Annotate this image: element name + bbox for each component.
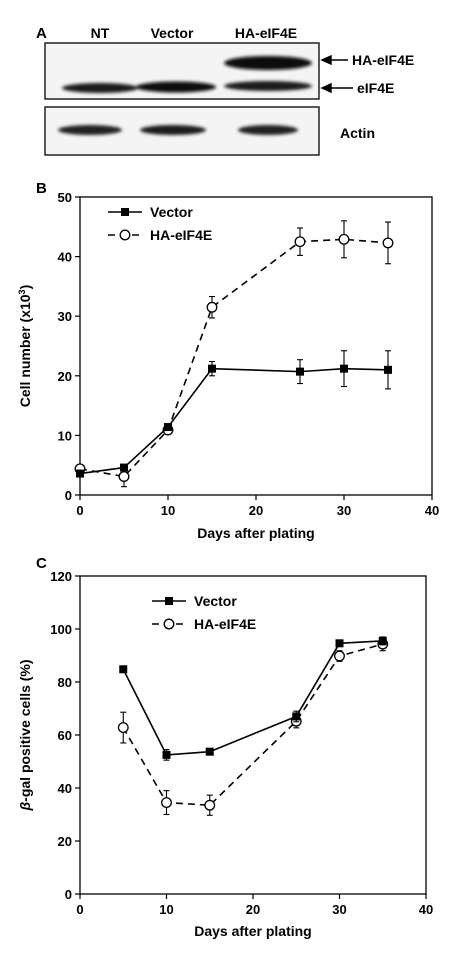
data-point-square (292, 712, 301, 721)
data-point-circle (161, 797, 172, 809)
y-tick-label: 0 (65, 488, 72, 503)
data-point-square (120, 463, 128, 472)
band-label-eif4e: eIF4E (357, 80, 394, 96)
y-axis-label-b: Cell number (x103) (17, 285, 33, 408)
series-c (117, 636, 389, 816)
data-point-circle (338, 233, 350, 245)
legend-b: Vector HA-eIF4E (108, 204, 212, 243)
y-tick-label: 20 (58, 834, 72, 849)
blot-actin-bands (58, 125, 298, 135)
band-eif4e-lane3 (224, 81, 312, 91)
data-point-circle (118, 471, 130, 482)
data-point-square (121, 208, 129, 216)
y-tick-label: 60 (58, 728, 72, 743)
data-point-circle (294, 236, 306, 248)
panel-b-label: B (36, 180, 47, 197)
data-point-square (335, 639, 344, 648)
data-point-circle (204, 799, 216, 811)
series-line-ha-eif4e (79, 238, 389, 478)
series-line-ha-eif4e (122, 643, 383, 807)
series-b (74, 220, 394, 488)
y-tick-label: 50 (58, 190, 72, 205)
data-point-square (76, 469, 84, 478)
panel-b-chart: B Days after plating Cell number (x103) … (17, 180, 439, 541)
legend-c: Vector HA-eIF4E (152, 593, 256, 632)
ticks-b: 0 10 20 30 40 0 10 20 30 40 50 (58, 190, 440, 518)
x-tick-label: 30 (337, 503, 351, 518)
legend-label: HA-eIF4E (194, 616, 256, 632)
panel-c-label: C (36, 555, 47, 572)
band-eif4e-lane1 (62, 83, 138, 93)
data-point-square (378, 636, 387, 645)
band-actin-lane2 (140, 125, 206, 135)
y-tick-label: 100 (50, 622, 72, 637)
y-axis-label-b-sup: 3 (17, 289, 27, 294)
data-point-circle (334, 650, 345, 662)
data-point-square (340, 364, 348, 373)
lane-label-vector: Vector (151, 25, 194, 41)
y-axis-label-c-greek: β (17, 802, 33, 812)
x-tick-label: 0 (76, 503, 83, 518)
data-point-square (119, 665, 128, 674)
band-actin-lane3 (238, 125, 298, 135)
band-label-ha-eif4e: HA-eIF4E (352, 52, 414, 68)
y-axis-label-c-text: -gal positive cells (%) (17, 659, 33, 801)
data-point-square (384, 365, 392, 374)
x-tick-label: 10 (159, 902, 173, 917)
panel-c-chart: C Days after plating β-gal positive cell… (17, 555, 433, 939)
y-tick-label: 120 (50, 569, 72, 584)
x-tick-label: 10 (161, 503, 175, 518)
band-actin-lane1 (58, 125, 122, 135)
data-point-circle (163, 618, 175, 630)
data-point-square (164, 423, 172, 432)
data-point-circle (206, 301, 218, 313)
legend-label: Vector (194, 593, 237, 609)
y-tick-label: 40 (58, 781, 72, 796)
panel-a-label: A (36, 25, 47, 42)
band-arrows (320, 54, 353, 94)
band-eif4e-lane2 (136, 81, 216, 93)
y-axis-label-b-close: ) (17, 285, 33, 290)
y-axis-label-b-text: Cell number (x10 (17, 294, 33, 407)
legend-label: HA-eIF4E (150, 227, 212, 243)
y-tick-label: 30 (58, 309, 72, 324)
data-point-square (205, 747, 214, 756)
arrowhead-eif4e (320, 82, 332, 94)
lane-label-nt: NT (91, 25, 110, 41)
lane-label-ha-eif4e: HA-eIF4E (235, 25, 297, 41)
plot-frame-b (79, 196, 433, 496)
x-tick-label: 20 (249, 503, 263, 518)
series-line-vector (79, 367, 389, 475)
blot-top-bands (62, 56, 312, 93)
y-tick-label: 80 (58, 675, 72, 690)
data-point-square (162, 750, 171, 759)
panel-a: A NT Vector HA-eIF4E HA-eIF4E eIF4E Acti… (36, 25, 414, 156)
data-point-circle (117, 722, 129, 734)
data-point-circle (382, 237, 394, 249)
y-tick-label: 10 (58, 428, 72, 443)
ticks-c: 0 10 20 30 40 0 20 40 60 80 100 120 (50, 569, 433, 917)
band-ha-eif4e-lane3 (224, 56, 312, 70)
x-axis-label-b: Days after plating (197, 525, 314, 541)
x-tick-label: 0 (76, 902, 83, 917)
x-axis-label-c: Days after plating (194, 923, 311, 939)
band-label-actin: Actin (340, 125, 375, 141)
data-point-circle (119, 229, 131, 241)
x-tick-label: 20 (246, 902, 260, 917)
data-point-square (296, 367, 304, 376)
y-tick-label: 20 (58, 369, 72, 384)
arrowhead-ha-eif4e (320, 54, 332, 66)
x-tick-label: 30 (332, 902, 346, 917)
data-point-square (165, 597, 173, 605)
y-tick-label: 0 (65, 887, 72, 902)
series-line-vector (122, 640, 383, 756)
x-tick-label: 40 (425, 503, 439, 518)
legend-label: Vector (150, 204, 193, 220)
y-tick-label: 40 (58, 250, 72, 265)
x-tick-label: 40 (419, 902, 433, 917)
data-point-square (208, 364, 216, 373)
y-axis-label-c: β-gal positive cells (%) (17, 659, 33, 811)
